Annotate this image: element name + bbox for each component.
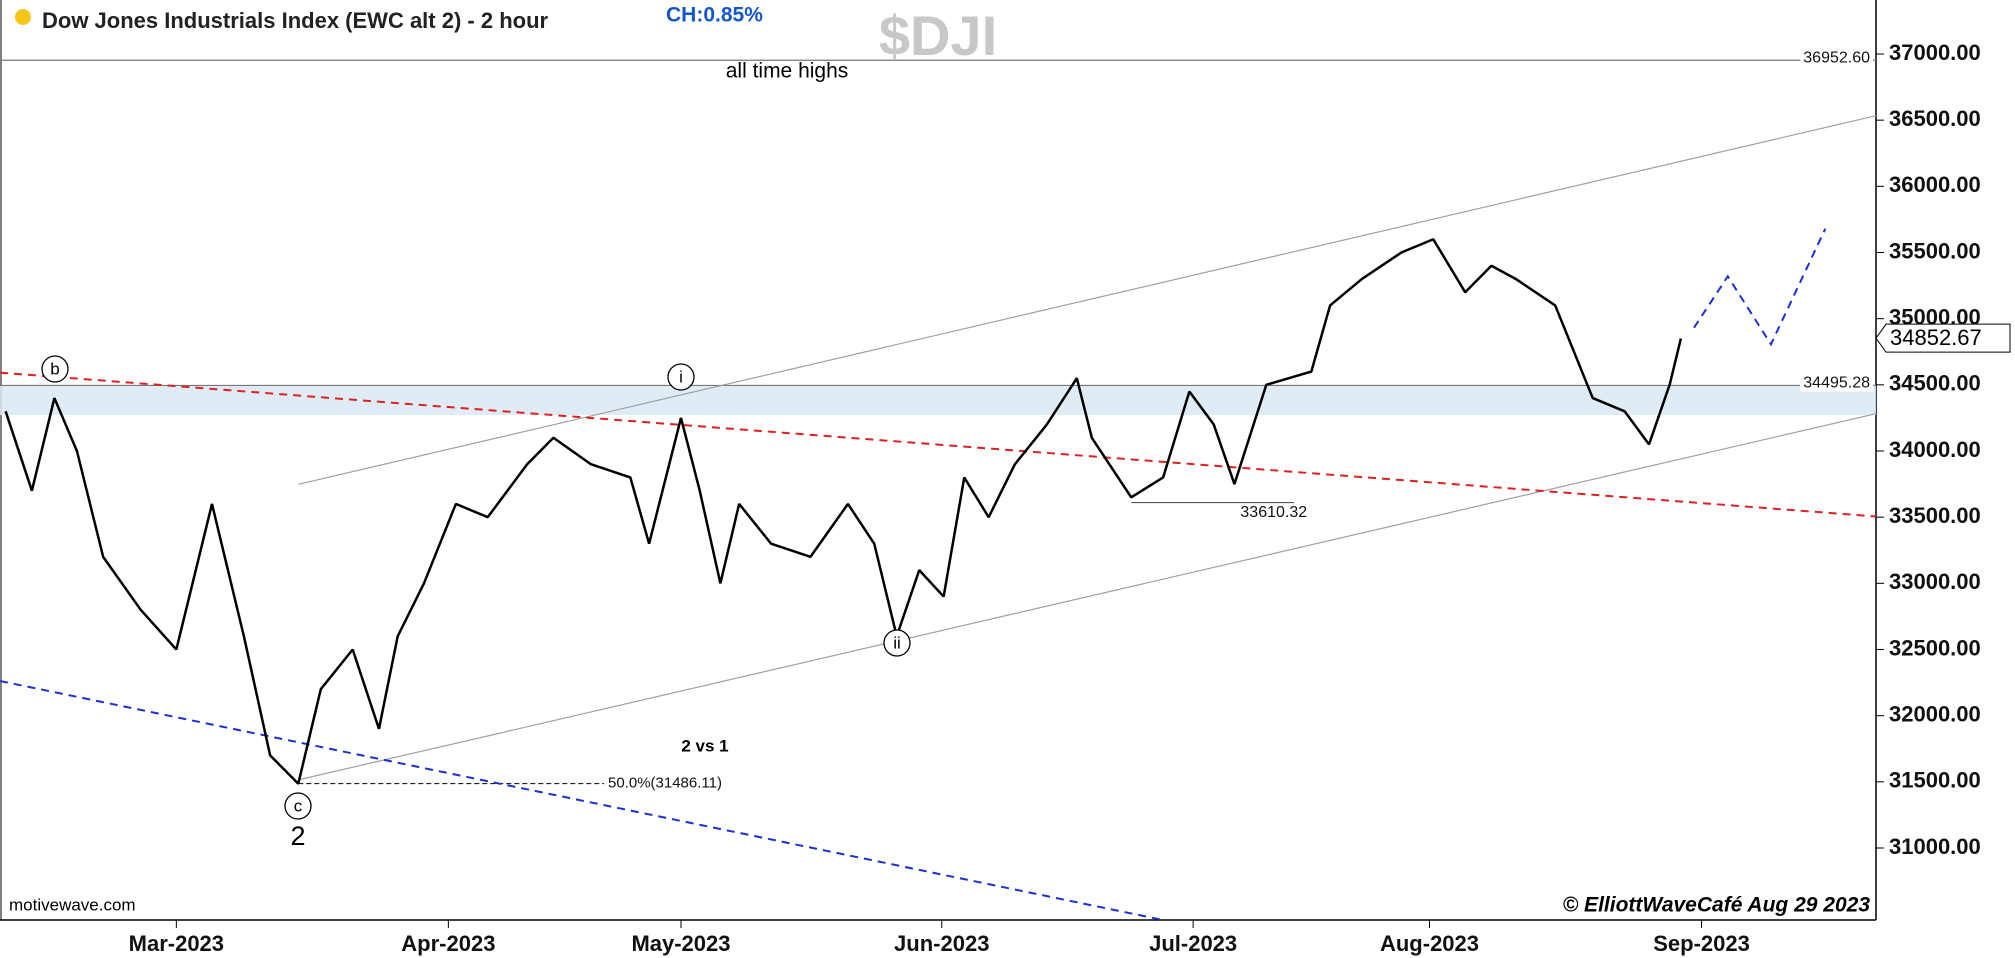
trend-line: [298, 413, 1877, 781]
watermark: motivewave.com: [9, 895, 136, 914]
level-label: 33610.32: [1240, 504, 1307, 521]
wave-circle: [41, 355, 69, 383]
y-tick-label: 35500.00: [1889, 238, 1981, 263]
y-tick-label: 36500.00: [1889, 106, 1981, 131]
y-tick-label: 34000.00: [1889, 437, 1981, 462]
y-tick-label: 32000.00: [1889, 701, 1981, 726]
trend-line: [0, 371, 1877, 518]
symbol: $DJI: [879, 4, 997, 67]
x-tick-label: Jun-2023: [894, 931, 989, 956]
x-tick-label: May-2023: [631, 931, 730, 956]
y-tick-label: 31000.00: [1889, 834, 1981, 859]
x-tick-label: Apr-2023: [401, 931, 495, 956]
trend-line: [1693, 228, 1827, 347]
annotation: 2 vs 1: [681, 736, 728, 755]
wave-circle: [667, 363, 695, 391]
wave-circle: [284, 792, 312, 820]
level-label-bg: [1800, 374, 1874, 392]
last-price-tag: [1875, 323, 2011, 353]
x-tick-label: Jul-2023: [1149, 931, 1237, 956]
trend-line: [298, 115, 1877, 485]
wave-circle: [883, 629, 911, 657]
fib-label: 50.0%(31486.11): [608, 775, 722, 792]
price-line: [4, 238, 1683, 785]
last-price-label: 34852.67: [1890, 325, 1982, 350]
y-tick-label: 34500.00: [1889, 371, 1981, 396]
wave-label: i: [679, 367, 683, 386]
y-tick-label: 33500.00: [1889, 503, 1981, 528]
resistance-zone: [0, 385, 1876, 416]
wave-label: ii: [893, 633, 901, 652]
copyright: © ElliottWaveCafé Aug 29 2023: [1563, 894, 1871, 917]
y-tick-label: 33000.00: [1889, 569, 1981, 594]
level-label: 34495.28: [1803, 375, 1870, 392]
wave-label: b: [50, 359, 59, 378]
annotation: all time highs: [726, 60, 849, 83]
wave-label: c: [294, 796, 303, 815]
x-tick-label: Mar-2023: [129, 931, 224, 956]
y-tick-label: 31500.00: [1889, 768, 1981, 793]
change-label: CH:0.85%: [666, 4, 763, 27]
level-label: 36952.60: [1803, 49, 1870, 66]
status-dot: [15, 9, 31, 25]
chart-title: Dow Jones Industrials Index (EWC alt 2) …: [42, 8, 549, 33]
y-tick-label: 32500.00: [1889, 635, 1981, 660]
y-tick-label: 36000.00: [1889, 172, 1981, 197]
x-tick-label: Sep-2023: [1653, 931, 1750, 956]
trend-line: [0, 680, 1164, 921]
level-label-bg: [1800, 49, 1874, 67]
wave-label: 2: [290, 821, 305, 851]
y-tick-label: 37000.00: [1889, 40, 1981, 65]
x-tick-label: Aug-2023: [1380, 931, 1479, 956]
